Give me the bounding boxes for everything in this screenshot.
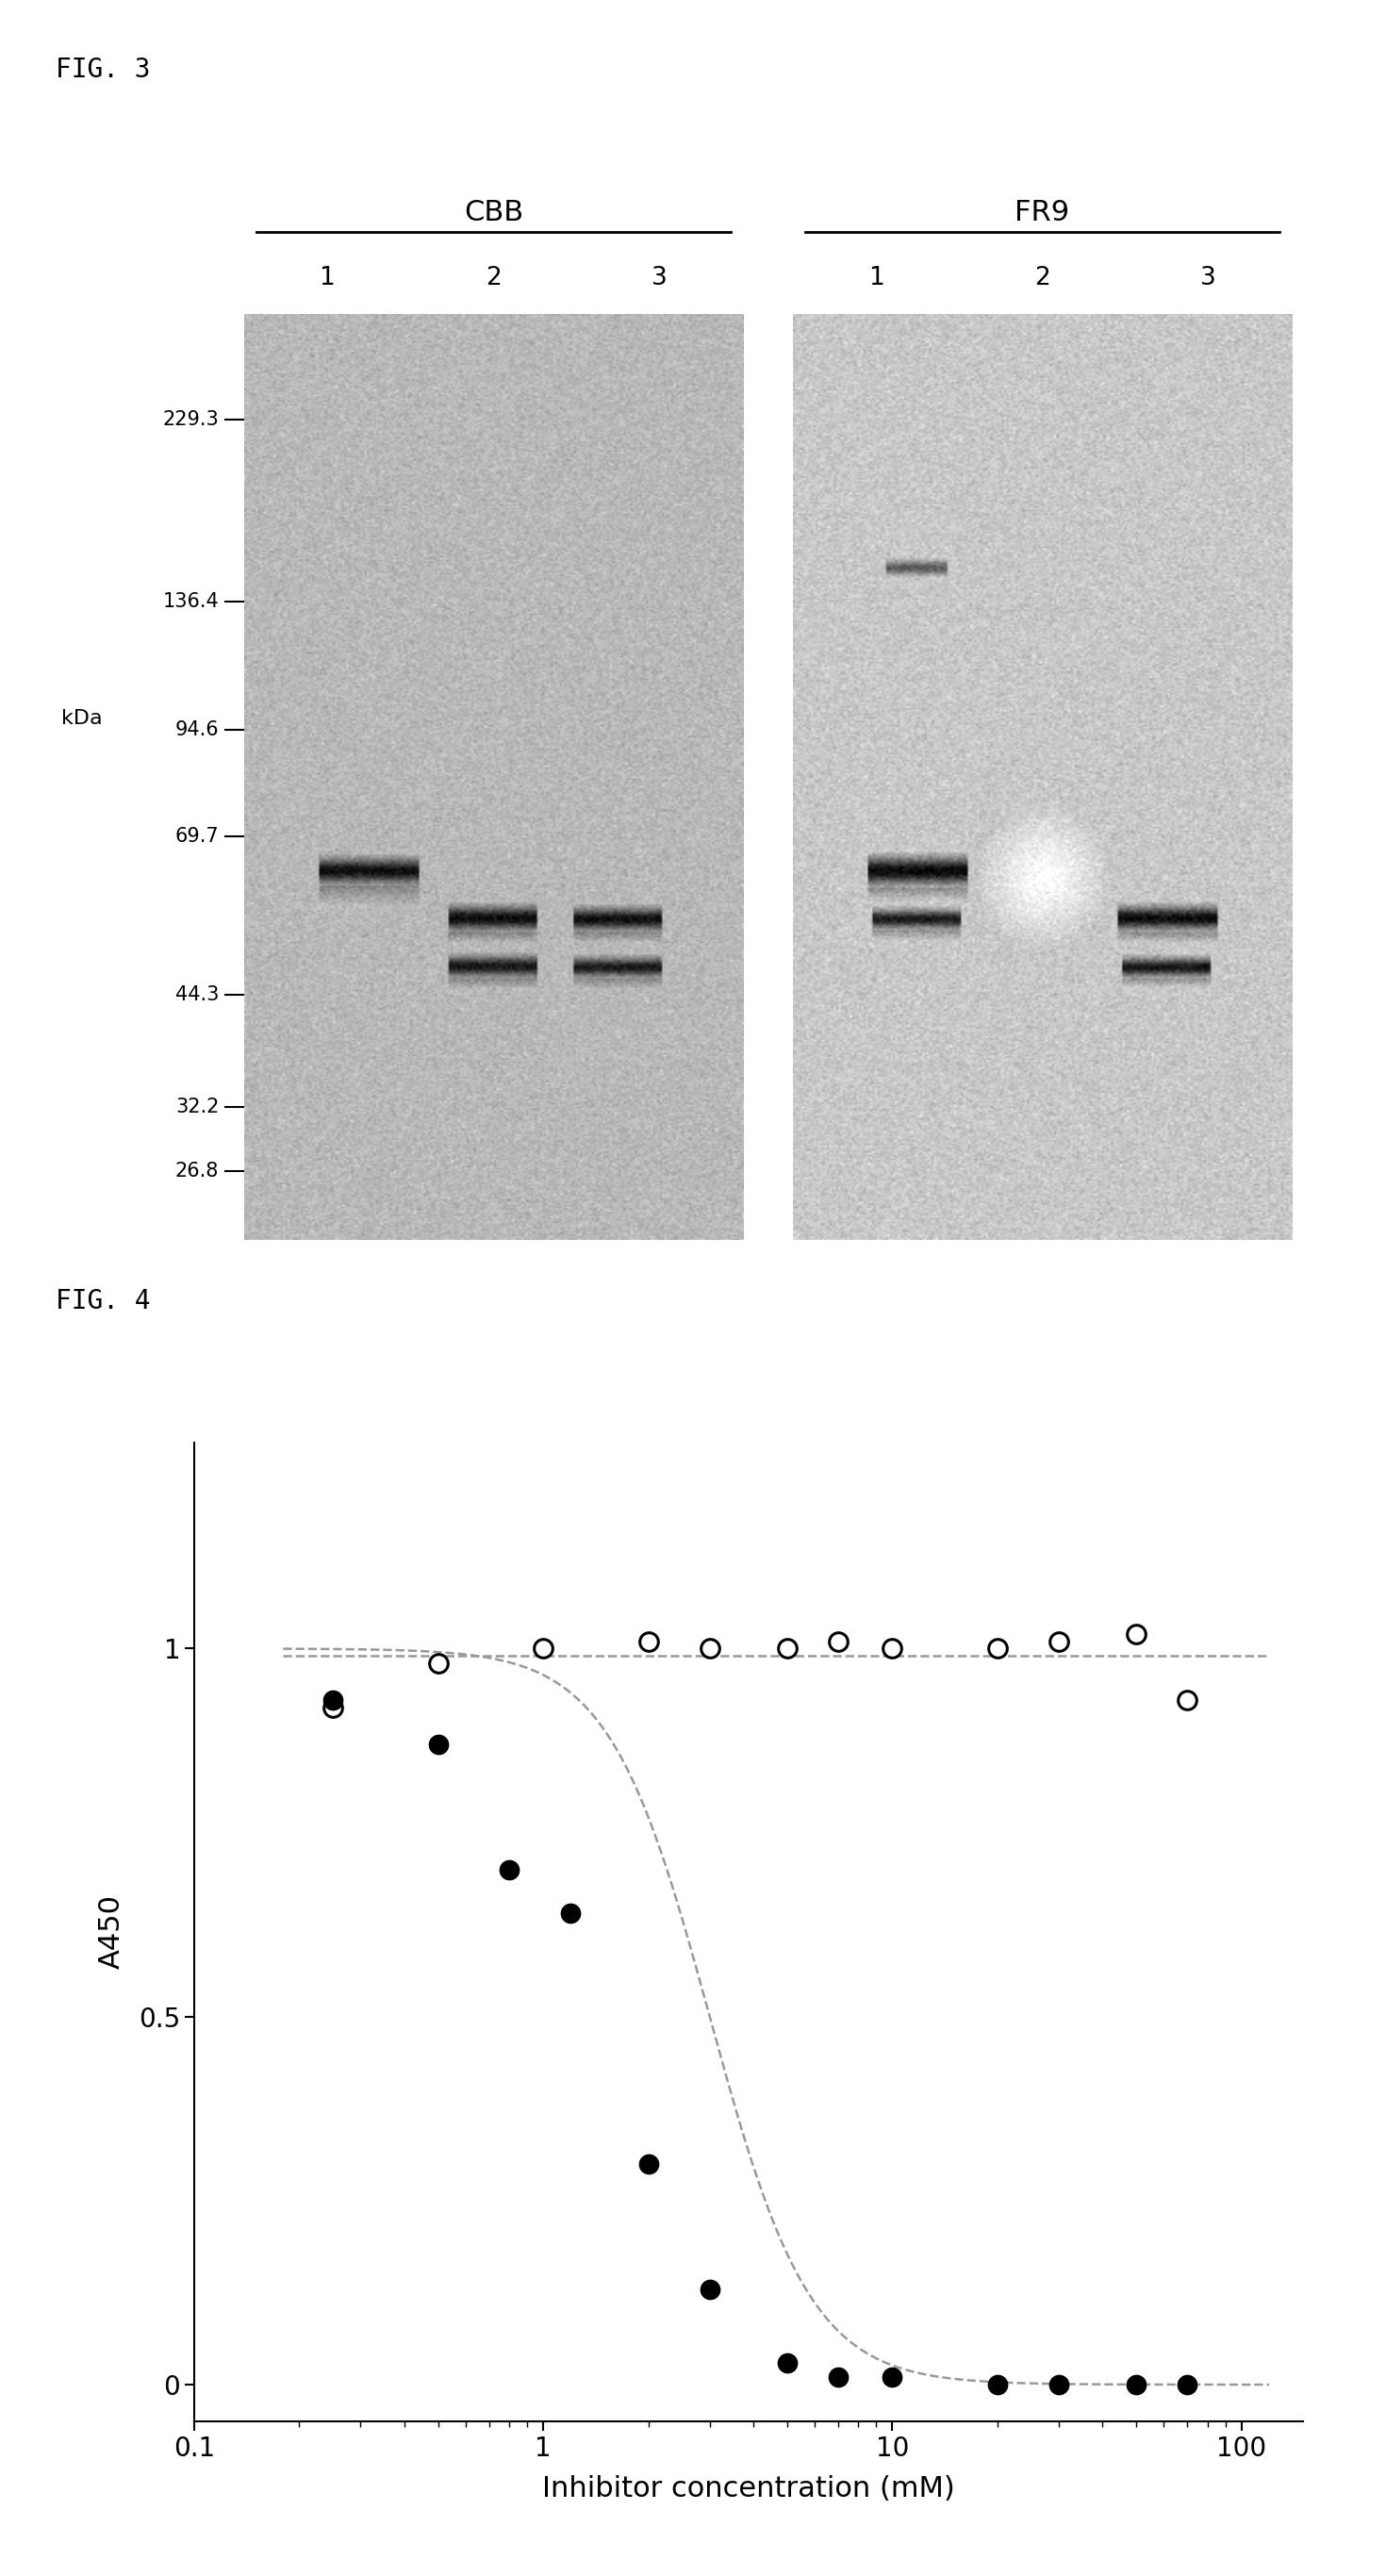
Text: CBB: CBB xyxy=(464,198,523,227)
Point xyxy=(532,1628,554,1669)
Text: 26.8: 26.8 xyxy=(175,1162,219,1180)
Text: 3: 3 xyxy=(651,265,668,291)
Text: 1: 1 xyxy=(319,265,335,291)
Point xyxy=(1177,2365,1199,2406)
Point xyxy=(1048,2365,1070,2406)
Point xyxy=(881,1628,904,1669)
Point xyxy=(498,1850,520,1891)
Text: 229.3: 229.3 xyxy=(162,410,219,430)
Point xyxy=(881,2357,904,2398)
Text: FR9: FR9 xyxy=(1015,198,1070,227)
Text: 44.3: 44.3 xyxy=(175,987,219,1005)
Text: 94.6: 94.6 xyxy=(175,721,219,739)
Point xyxy=(427,1643,449,1685)
Y-axis label: A450: A450 xyxy=(98,1896,126,1968)
Point xyxy=(322,1680,344,1721)
Point xyxy=(987,2365,1009,2406)
Text: 1: 1 xyxy=(868,265,884,291)
Text: 2: 2 xyxy=(485,265,502,291)
Point xyxy=(1177,1680,1199,1721)
Text: kDa: kDa xyxy=(61,708,103,729)
Text: 3: 3 xyxy=(1200,265,1217,291)
Point xyxy=(699,1628,721,1669)
Point xyxy=(638,1620,660,1662)
Text: 2: 2 xyxy=(1034,265,1051,291)
Point xyxy=(1048,1620,1070,1662)
Point xyxy=(1125,2365,1148,2406)
Text: 32.2: 32.2 xyxy=(175,1097,219,1115)
Point xyxy=(560,1893,582,1935)
Point xyxy=(827,1620,850,1662)
X-axis label: Inhibitor concentration (mM): Inhibitor concentration (mM) xyxy=(542,2476,955,2501)
Point xyxy=(776,2342,798,2383)
Point xyxy=(638,2143,660,2184)
Point xyxy=(987,1628,1009,1669)
Point xyxy=(427,1723,449,1765)
Point xyxy=(1125,1613,1148,1654)
Text: FIG. 3: FIG. 3 xyxy=(55,57,150,82)
Text: 69.7: 69.7 xyxy=(175,827,219,845)
Point xyxy=(322,1687,344,1728)
Point xyxy=(699,2269,721,2311)
Point xyxy=(827,2357,850,2398)
Text: FIG. 4: FIG. 4 xyxy=(55,1288,150,1314)
Point xyxy=(776,1628,798,1669)
Text: 136.4: 136.4 xyxy=(162,592,219,611)
